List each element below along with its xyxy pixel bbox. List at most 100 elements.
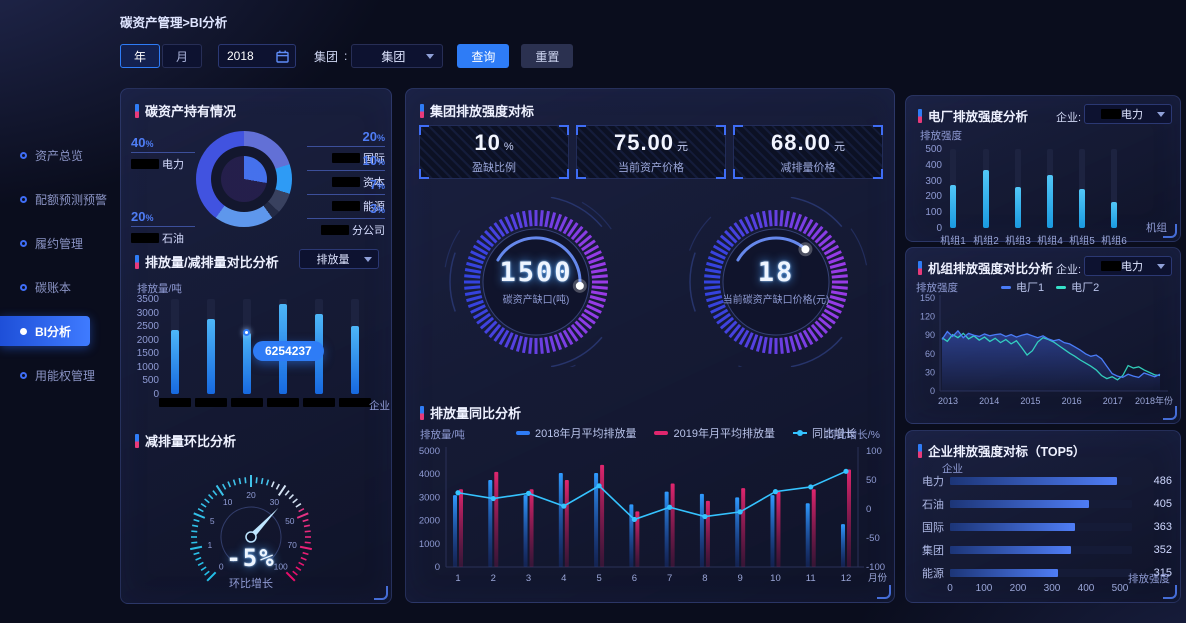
xlabel: 机组5 [1069, 236, 1095, 247]
bar-机组2 [983, 170, 989, 228]
mom-gauge-chart: 0 1 5 10 20 30 50 70 100 [189, 475, 313, 582]
svg-text:0: 0 [219, 562, 224, 572]
svg-text:1: 1 [207, 540, 212, 550]
bullet-icon [20, 327, 27, 335]
year-picker[interactable]: 2018 [218, 44, 296, 68]
group-filter-label: 集团 [314, 49, 339, 64]
donut-label-石油: 20% 石油 [131, 209, 195, 246]
bar-机组4 [1047, 175, 1053, 228]
title-marker-icon [918, 108, 922, 123]
svg-text:1: 1 [455, 573, 460, 584]
svg-text:50: 50 [866, 475, 877, 486]
svg-text:10: 10 [223, 497, 233, 507]
bullet-icon [20, 239, 27, 247]
legend-plant2[interactable]: 电厂2 [1056, 279, 1099, 295]
svg-text:2015: 2015 [1020, 396, 1040, 406]
unit-legend: 电厂1 电厂2 [1001, 279, 1099, 295]
bar-机组5 [1079, 189, 1085, 228]
month-tab[interactable]: 月 [162, 44, 202, 68]
benchmark-title: 集团排放强度对标 [420, 101, 534, 120]
title-marker-icon [135, 433, 139, 448]
year-tab[interactable]: 年 [120, 44, 160, 68]
sidebar-item-energy-rights[interactable]: 用能权管理 [0, 360, 95, 390]
donut-label-分公司: 3% 分公司 [307, 201, 385, 238]
reset-button[interactable]: 重置 [521, 44, 574, 68]
svg-text:70: 70 [287, 540, 297, 550]
sidebar-item-carbon-ledger[interactable]: 碳账本 [0, 272, 90, 302]
xlabel: 机组1 [940, 236, 966, 247]
sidebar-item-compliance[interactable]: 履约管理 [0, 228, 90, 258]
tooltip-marker [243, 328, 250, 336]
svg-text:-50: -50 [866, 533, 880, 544]
xlabel-redacted [267, 398, 299, 409]
ytick: 1000 [136, 361, 159, 373]
svg-text:0: 0 [930, 386, 935, 396]
bar-2 [207, 319, 215, 394]
emission-compare-title: 排放量/减排量对比分析 [135, 252, 279, 271]
svg-text:0: 0 [866, 504, 871, 515]
circular-gauges [443, 197, 869, 367]
svg-text:月份: 月份 [868, 572, 888, 584]
ytick: 300 [925, 175, 942, 187]
xlabel: 机组4 [1037, 236, 1063, 247]
mom-label: 环比增长 [229, 578, 273, 590]
svg-text:11: 11 [806, 573, 816, 584]
stat-card-gap-ratio: 10% 盈缺比例 [419, 125, 569, 179]
svg-text:6: 6 [632, 573, 637, 584]
legend-growth[interactable]: 同比增长 [792, 425, 856, 441]
chevron-down-icon [364, 256, 372, 262]
donut-center-pie [221, 156, 267, 202]
svg-text:8: 8 [702, 573, 707, 584]
sidebar-item-asset-overview[interactable]: 资产总览 [0, 140, 90, 170]
bar-6 [351, 326, 359, 394]
group-select-value: 集团 [381, 49, 406, 64]
legend-plant1[interactable]: 电厂1 [1001, 279, 1044, 295]
plant-panel: 电厂排放强度分析 企业: 电力 排放强度 500 400 300 200 100 0 机组1… [905, 95, 1181, 247]
yoy-ylabel-right: 同比增长/% [825, 429, 880, 441]
top5-title: 企业排放强度对标（TOP5） [918, 441, 1085, 460]
svg-text:5: 5 [210, 516, 215, 526]
group-select[interactable]: 集团 [351, 44, 444, 68]
title-marker-icon [420, 405, 424, 420]
ytick: 500 [142, 375, 159, 387]
emission-ylabel: 排放量/吨 [137, 283, 182, 295]
ytick: 2000 [136, 334, 159, 346]
xlabel: 机组2 [973, 236, 999, 247]
unit-compare-panel: 机组排放强度对比分析 企业: 电力 排放强度 电厂1 电厂2 150 120 90 6… [905, 247, 1181, 424]
svg-text:0: 0 [435, 562, 440, 573]
svg-text:2: 2 [491, 573, 496, 584]
bar-track [1079, 149, 1085, 228]
chevron-down-icon [1157, 111, 1165, 117]
mom-title: 减排量环比分析 [135, 431, 236, 450]
svg-text:90: 90 [925, 330, 935, 340]
xlabel-redacted [339, 398, 371, 409]
unit-enterprise-select[interactable]: 电力 [1084, 256, 1172, 276]
bar-机组3 [1015, 186, 1021, 228]
svg-text:5000: 5000 [419, 446, 440, 457]
top5-row-集团: 集团 352 [922, 544, 1172, 557]
top5-panel: 企业排放强度对标（TOP5） 企业 电力 486 石油 405 国际 363 集团 352 能源… [905, 430, 1181, 603]
sidebar-item-bi-analysis[interactable]: BI分析 [0, 316, 90, 346]
bullet-icon [20, 371, 27, 379]
svg-text:100: 100 [866, 446, 882, 457]
emission-type-select[interactable]: 排放量 [299, 249, 379, 269]
legend-2019[interactable]: 2019年月平均排放量 [654, 425, 775, 441]
gauge-gap-label: 碳资产缺口(吨) [502, 295, 570, 306]
svg-text:4000: 4000 [419, 469, 440, 480]
plant-enterprise-select[interactable]: 电力 [1084, 104, 1172, 124]
sidebar: 资产总览 配额预测预警 履约管理 碳账本 BI分析 用能权管理 [0, 0, 107, 623]
bar-1 [171, 330, 179, 394]
search-button[interactable]: 查询 [457, 44, 510, 68]
stat-card-reduction-price: 68.00 元 减排量价格 [733, 125, 883, 179]
redacted-text [1101, 109, 1121, 119]
ytick: 0 [153, 389, 159, 400]
title-marker-icon [135, 103, 139, 118]
donut-label-电力: 40% 电力 [131, 135, 195, 172]
holding-section-title: 碳资产持有情况 [135, 101, 236, 120]
svg-text:-100: -100 [866, 562, 885, 573]
sidebar-item-quota-forecast[interactable]: 配额预测预警 [0, 184, 107, 214]
legend-2018[interactable]: 2018年月平均排放量 [516, 425, 636, 441]
bar-track [1111, 149, 1117, 228]
ytick: 100 [925, 207, 942, 219]
